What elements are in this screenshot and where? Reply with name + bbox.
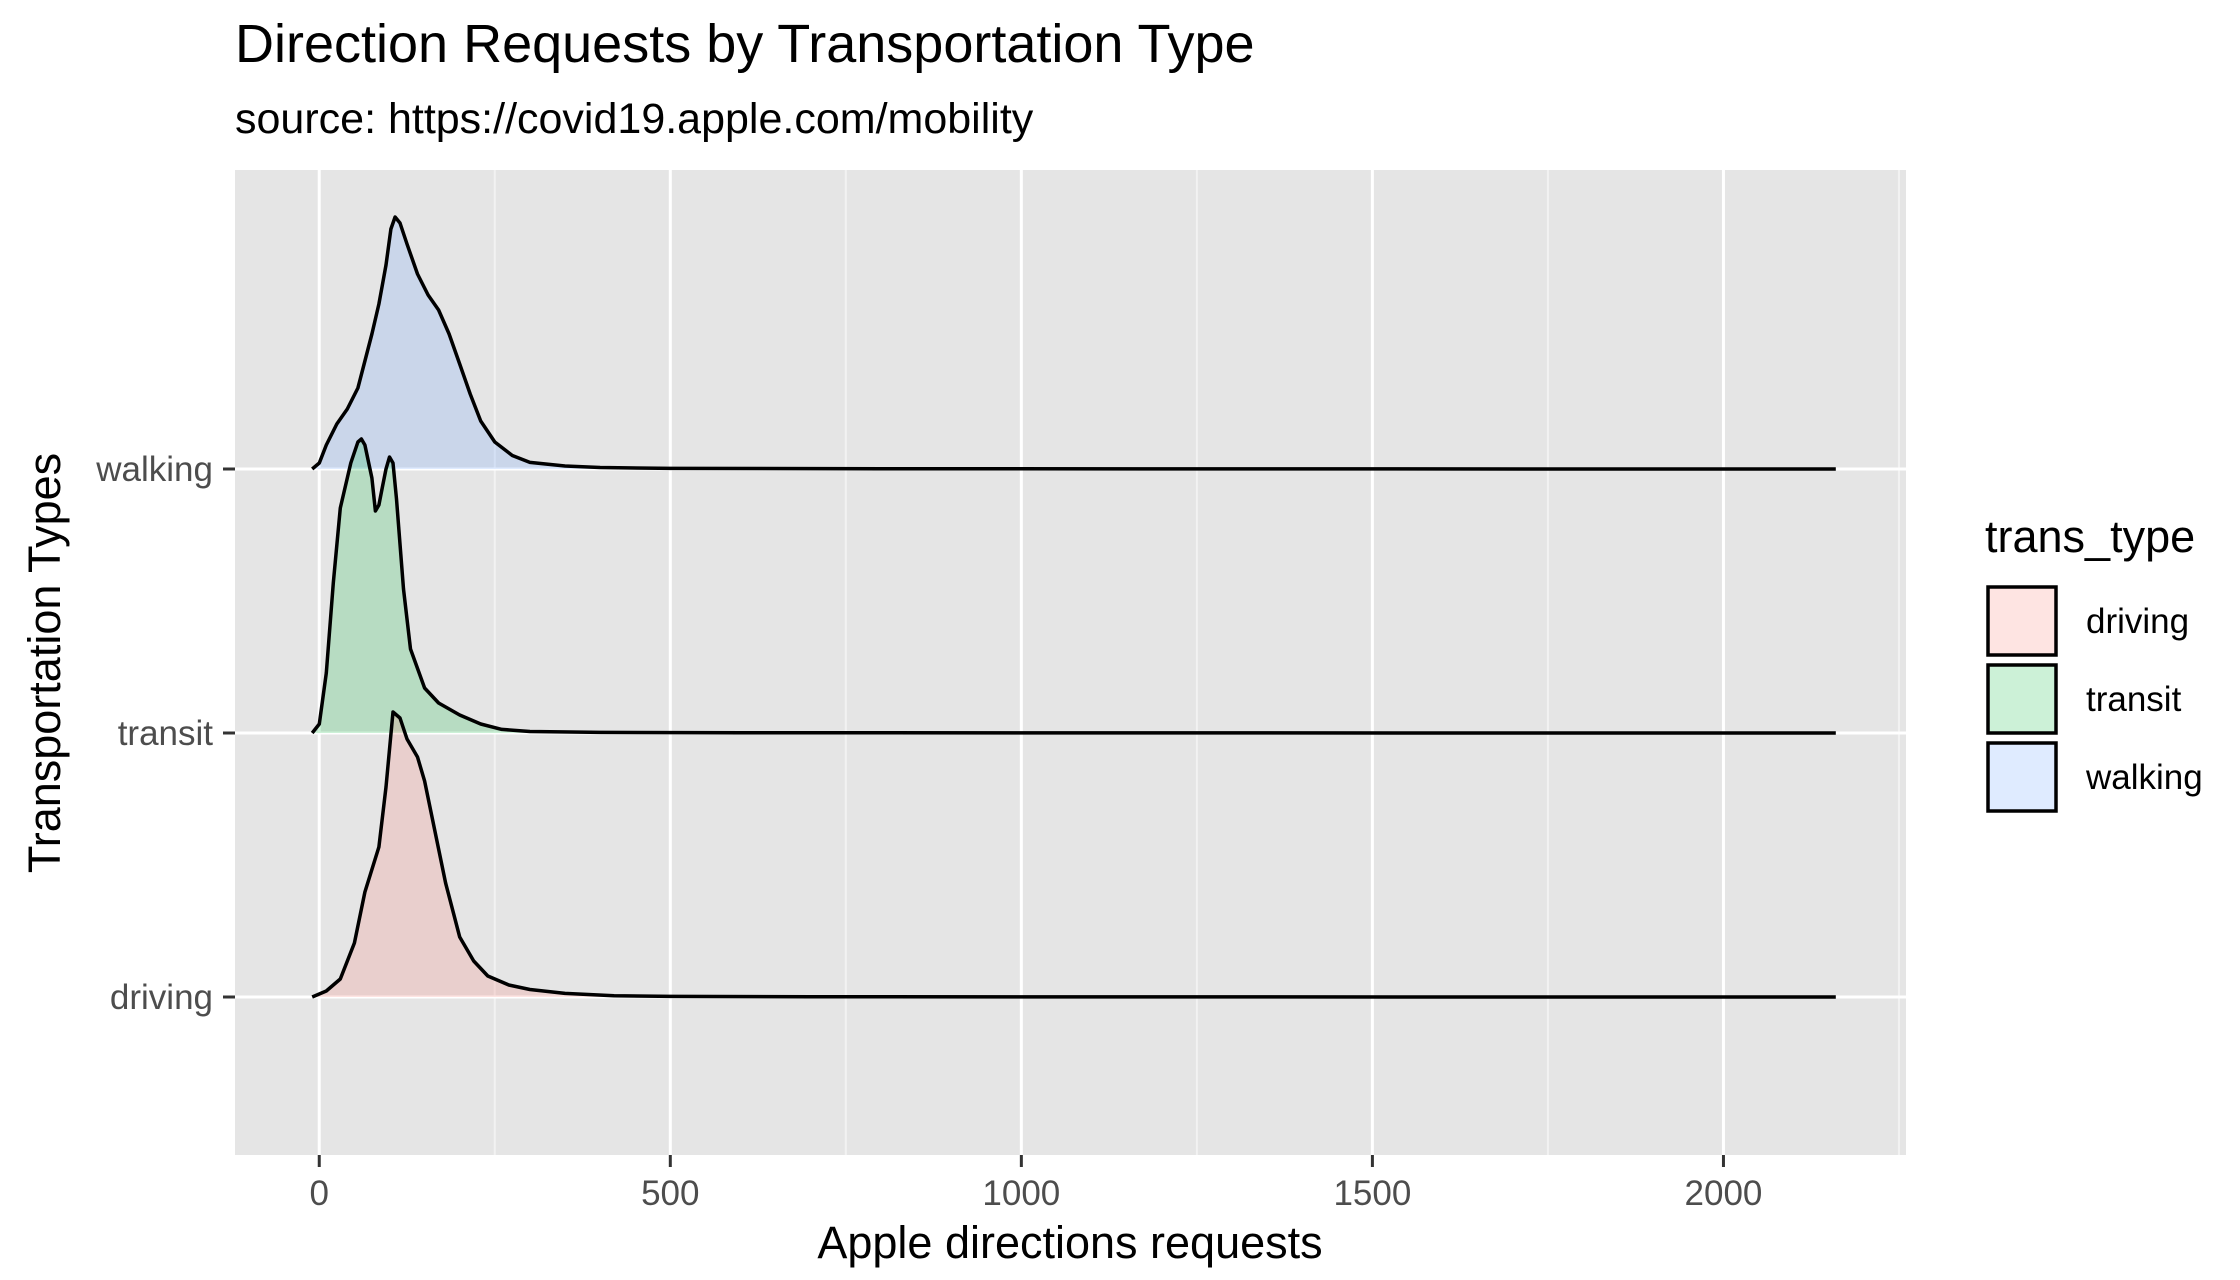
minor-gridlines: [493, 170, 1900, 1155]
legend-label-walking: walking: [2085, 758, 2203, 797]
chart-title: Direction Requests by Transportation Typ…: [235, 14, 1255, 74]
y-tick-label-transit: transit: [118, 714, 214, 753]
x-tick-label: 1000: [982, 1174, 1060, 1213]
ridge-line-transit: [310, 437, 1836, 735]
density-ridges: [310, 215, 1836, 999]
y-axis-title: Transportation Types: [19, 453, 70, 873]
ridge-area-walking: [312, 217, 1836, 469]
plot-panel: [235, 170, 1906, 1155]
legend-title: trans_type: [1985, 511, 2195, 562]
ridge-line-walking: [311, 215, 1836, 471]
y-tick-label-walking: walking: [95, 450, 213, 489]
legend-key-bg-transit: [1986, 663, 2058, 735]
chart-subtitle: source: https://covid19.apple.com/mobili…: [235, 95, 1034, 143]
x-tick-label: 2000: [1685, 1174, 1763, 1213]
x-tick-label: 0: [310, 1174, 329, 1213]
x-tick-label: 500: [641, 1174, 699, 1213]
legend-key-bg-driving: [1986, 585, 2058, 657]
x-tick-label: 1500: [1333, 1174, 1411, 1213]
legend-key-driving: [1986, 585, 2058, 657]
ridge-line-driving: [311, 710, 1836, 999]
legend-label-driving: driving: [2086, 602, 2189, 641]
x-axis-title: Apple directions requests: [817, 1217, 1322, 1268]
legend: trans_type driving transit walking: [1985, 511, 2203, 813]
x-axis: 0 500 1000 1500 2000: [310, 1155, 1763, 1213]
legend-key-walking: [1986, 741, 2058, 813]
legend-key-transit: [1986, 663, 2058, 735]
y-tick-label-driving: driving: [110, 978, 213, 1017]
legend-label-transit: transit: [2086, 680, 2182, 719]
y-axis: driving transit walking: [95, 450, 235, 1017]
ridge-area-driving: [312, 712, 1836, 997]
legend-key-bg-walking: [1986, 741, 2058, 813]
